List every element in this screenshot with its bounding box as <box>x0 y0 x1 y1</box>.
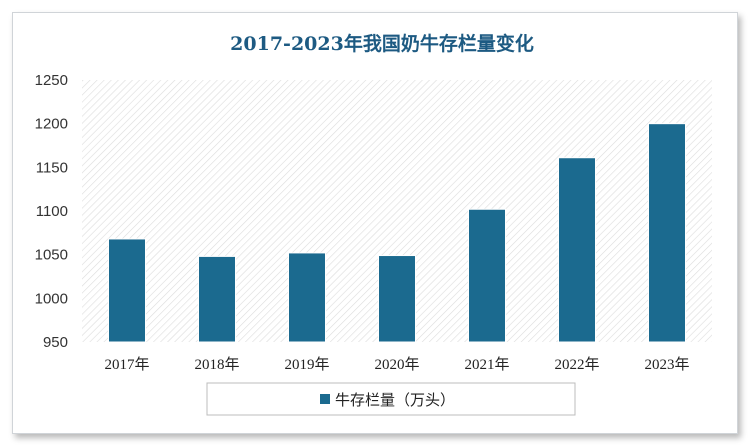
bar <box>468 208 506 343</box>
bar <box>558 157 596 343</box>
bar <box>108 238 146 343</box>
chart-title: 2017-2023年我国奶牛存栏量变化 <box>230 32 534 55</box>
y-tick-label: 950 <box>43 334 68 351</box>
x-tick-label: 2019年 <box>284 356 329 373</box>
x-tick-label: 2021年 <box>464 356 509 373</box>
legend-box <box>206 382 576 416</box>
legend: 牛存栏量（万头） <box>206 382 576 416</box>
bar <box>648 123 686 343</box>
y-tick-label: 1000 <box>35 290 68 307</box>
bar <box>378 255 416 343</box>
x-tick-label: 2023年 <box>644 356 689 373</box>
bar <box>288 252 326 343</box>
x-axis: 2017年 2018年 2019年 2020年 2021年 2022年 2023年 <box>104 356 689 373</box>
x-tick-label: 2017年 <box>104 356 149 373</box>
legend-label: 牛存栏量（万头） <box>335 392 455 409</box>
x-tick-label: 2018年 <box>194 356 239 373</box>
x-tick-label: 2020年 <box>374 356 419 373</box>
bar-series <box>108 123 686 343</box>
y-axis: 950 1000 1050 1100 1150 1200 1250 <box>35 72 68 351</box>
x-tick-label: 2022年 <box>554 356 599 373</box>
y-tick-label: 1250 <box>35 72 68 89</box>
legend-swatch <box>320 394 330 404</box>
y-tick-label: 1050 <box>35 247 68 264</box>
y-tick-label: 1150 <box>36 159 68 176</box>
y-tick-label: 1100 <box>36 203 68 220</box>
bar <box>198 255 236 343</box>
y-tick-label: 1200 <box>35 116 68 133</box>
